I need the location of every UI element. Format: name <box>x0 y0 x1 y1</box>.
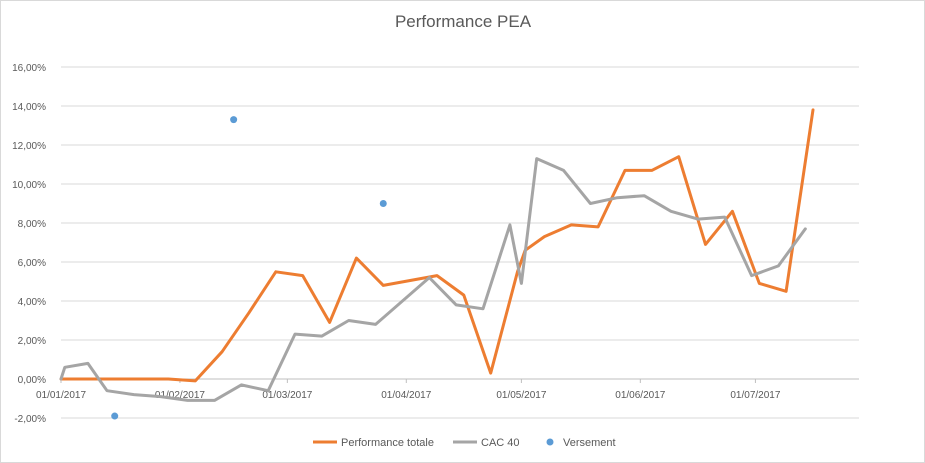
y-tick-label: 8,00% <box>18 219 46 230</box>
legend-label-versement: Versement <box>563 437 616 449</box>
y-tick-label: 16,00% <box>12 63 46 74</box>
y-tick-label: 10,00% <box>12 180 46 191</box>
x-tick-label: 01/03/2017 <box>262 390 312 401</box>
x-tick-label: 01/04/2017 <box>381 390 431 401</box>
y-tick-label: 2,00% <box>18 336 46 347</box>
series-group <box>59 108 815 420</box>
y-tick-label: -2,00% <box>14 414 46 425</box>
y-tick-label: 6,00% <box>18 258 46 269</box>
chart-title: Performance PEA <box>395 12 532 31</box>
scatter-point-versement <box>111 412 119 420</box>
x-tick-label: 01/05/2017 <box>496 390 546 401</box>
y-tick-label: 4,00% <box>18 297 46 308</box>
x-tick-label: 01/02/2017 <box>155 390 205 401</box>
y-tick-label: 14,00% <box>12 102 46 113</box>
series-line-cac-40 <box>59 157 807 402</box>
legend-swatch-versement <box>546 438 554 446</box>
x-tick-label: 01/06/2017 <box>615 390 665 401</box>
legend[interactable]: Performance totale CAC 40 Versement <box>313 437 616 449</box>
y-tick-label: 12,00% <box>12 141 46 152</box>
scatter-point-versement <box>230 116 238 124</box>
legend-label-cac40: CAC 40 <box>481 437 520 449</box>
legend-label-performance: Performance totale <box>341 437 434 449</box>
series-line-performance-totale <box>59 108 815 383</box>
x-tick-label: 01/01/2017 <box>36 390 86 401</box>
scatter-point-versement <box>379 200 387 207</box>
y-tick-label: 0,00% <box>18 375 46 386</box>
gridlines <box>61 66 859 419</box>
x-tick-label: 01/07/2017 <box>730 390 780 401</box>
x-axis-ticks: 01/01/2017 01/02/2017 01/03/2017 01/04/2017… <box>36 379 781 401</box>
y-axis-ticks: -2,00% 0,00% 2,00% 4,00% 6,00% 8,00% 10,00% 12,… <box>12 63 46 425</box>
